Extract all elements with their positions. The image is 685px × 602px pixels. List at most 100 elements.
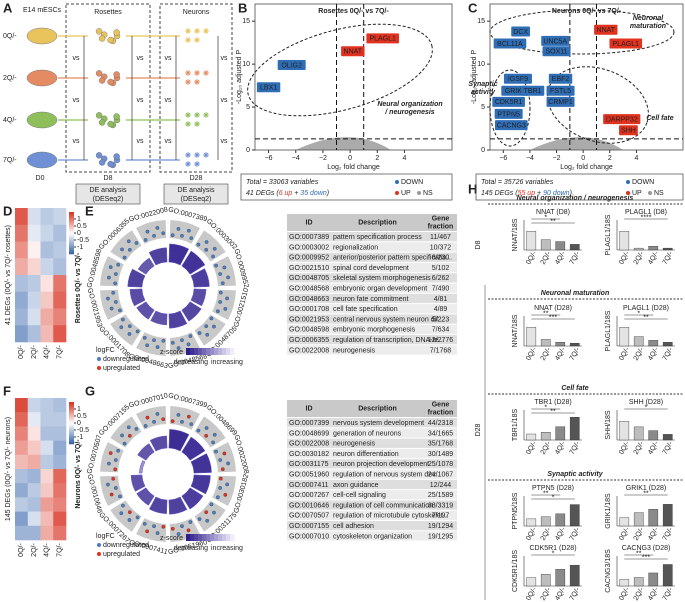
- rosette-cell: [95, 28, 103, 35]
- zscore-bar: [149, 435, 168, 452]
- zscore-scale: [210, 348, 215, 355]
- gene-label: BCL11A: [497, 41, 523, 48]
- colorbar-step: [69, 404, 74, 407]
- annotation-ellipse: [247, 23, 433, 117]
- deg-part: 145 DEGs (: [481, 190, 518, 197]
- gene-dot: [127, 433, 132, 438]
- zscore-scale: [202, 534, 207, 541]
- bar: [662, 342, 673, 347]
- heatmap-cell: [53, 497, 67, 512]
- de-box: [163, 183, 229, 205]
- table-cell: neurogenesis: [333, 347, 376, 354]
- heatmap-cell: [40, 469, 54, 484]
- heatmap-cell: [40, 483, 54, 498]
- zscore-scale: [198, 534, 203, 541]
- gene-dot: [135, 329, 140, 334]
- cell-line: E14 mESCs: [23, 7, 62, 14]
- table-row: [287, 438, 457, 448]
- neuron-soma: [186, 122, 190, 126]
- gene-dot: [106, 296, 110, 301]
- gene-dot: [143, 238, 148, 242]
- gene-dot: [225, 296, 229, 301]
- gene-point: [542, 46, 571, 57]
- bar-title: NNAT (D8): [536, 209, 570, 216]
- sig-label: **: [636, 550, 642, 557]
- colorbar-step: [69, 247, 74, 251]
- zscore-bar: [168, 496, 188, 515]
- gene-dot: [176, 227, 181, 231]
- panel-letter: D: [3, 203, 12, 218]
- gene-dot: [212, 324, 216, 329]
- bar: [526, 518, 537, 527]
- group-label: 2Q/-: [3, 75, 17, 82]
- rosette-cell: [98, 159, 106, 166]
- bar-ylabel: TBR1/18S: [512, 409, 519, 442]
- table-cell: regionalization: [333, 244, 378, 251]
- x-tick-label: 4: [634, 155, 638, 162]
- bar-ylabel: PTPN5/18S: [512, 492, 519, 529]
- section-title: Neuronal maturation: [541, 290, 609, 297]
- neuron-box: [159, 3, 233, 173]
- heatmap-cell: [15, 454, 29, 470]
- heatmap-cell: [40, 275, 54, 293]
- table-row: [287, 521, 457, 531]
- neurons-title: Neurons: [183, 9, 210, 16]
- table-cell: 7/197: [432, 513, 450, 520]
- zscore-scale: [198, 348, 203, 355]
- vs-label: vs: [73, 55, 81, 62]
- neuron-soma: [195, 71, 199, 75]
- gene-label: PTPN5: [497, 111, 520, 118]
- gene-point: [341, 46, 365, 57]
- gene-dot: [143, 424, 148, 428]
- gene-dot: [161, 524, 166, 529]
- table-cell: 12/2776: [428, 337, 453, 344]
- gene-dot: [111, 290, 116, 295]
- column-label: 4Q/-: [44, 345, 51, 359]
- gene-dot: [196, 242, 201, 247]
- deg-part: 35 down: [300, 190, 327, 197]
- gene-label: NNAT: [597, 27, 616, 34]
- zscore-bar: [181, 301, 202, 322]
- gene-dot: [152, 338, 156, 343]
- annotation-ellipse: [547, 66, 649, 144]
- gene-label: SHH: [621, 128, 636, 135]
- heatmap-cell: [40, 241, 54, 259]
- neuron-soma: [195, 153, 199, 157]
- zscore-scale: [210, 534, 215, 541]
- rosette-cell: [113, 29, 120, 36]
- gene-point: [277, 59, 306, 70]
- go-term-box: [136, 406, 167, 430]
- colorbar-step: [69, 233, 74, 236]
- gene-dot: [108, 265, 113, 269]
- gene-label: PLAGL1: [613, 41, 640, 48]
- annotation: Neuronal: [633, 15, 664, 22]
- colorbar-label: 0.5: [77, 223, 87, 230]
- bar: [540, 516, 551, 527]
- gene-dot: [113, 272, 118, 276]
- gene-dot: [107, 461, 111, 466]
- gene-dot: [126, 239, 131, 244]
- bar: [648, 246, 659, 251]
- legend-label: upregulated: [103, 365, 140, 372]
- heatmap-cell: [27, 325, 41, 343]
- table-cell: GO:0010646: [289, 502, 329, 509]
- heatmap-cell: [53, 275, 67, 293]
- gene-dot: [204, 433, 209, 438]
- bar-ylabel: GRIK1/18S: [605, 493, 612, 529]
- annotation: Cell fate: [646, 115, 673, 122]
- table-cell: 38/3319: [428, 502, 453, 509]
- colorbar-step: [69, 228, 74, 232]
- heatmap-cell: [53, 469, 67, 484]
- legend-marker: [626, 180, 630, 184]
- heatmap-cell: [40, 325, 54, 343]
- deg-part: 55 up: [518, 190, 536, 197]
- heatmap-cell: [27, 208, 41, 226]
- gene-dot: [218, 458, 223, 462]
- annotation: Synaptic: [468, 81, 497, 88]
- table-row: [287, 304, 457, 314]
- zscore-bar: [190, 288, 207, 307]
- gene-dot: [215, 309, 220, 314]
- zscore-bar: [190, 453, 212, 474]
- gene-dot: [113, 458, 118, 462]
- rosette-cell: [98, 119, 106, 126]
